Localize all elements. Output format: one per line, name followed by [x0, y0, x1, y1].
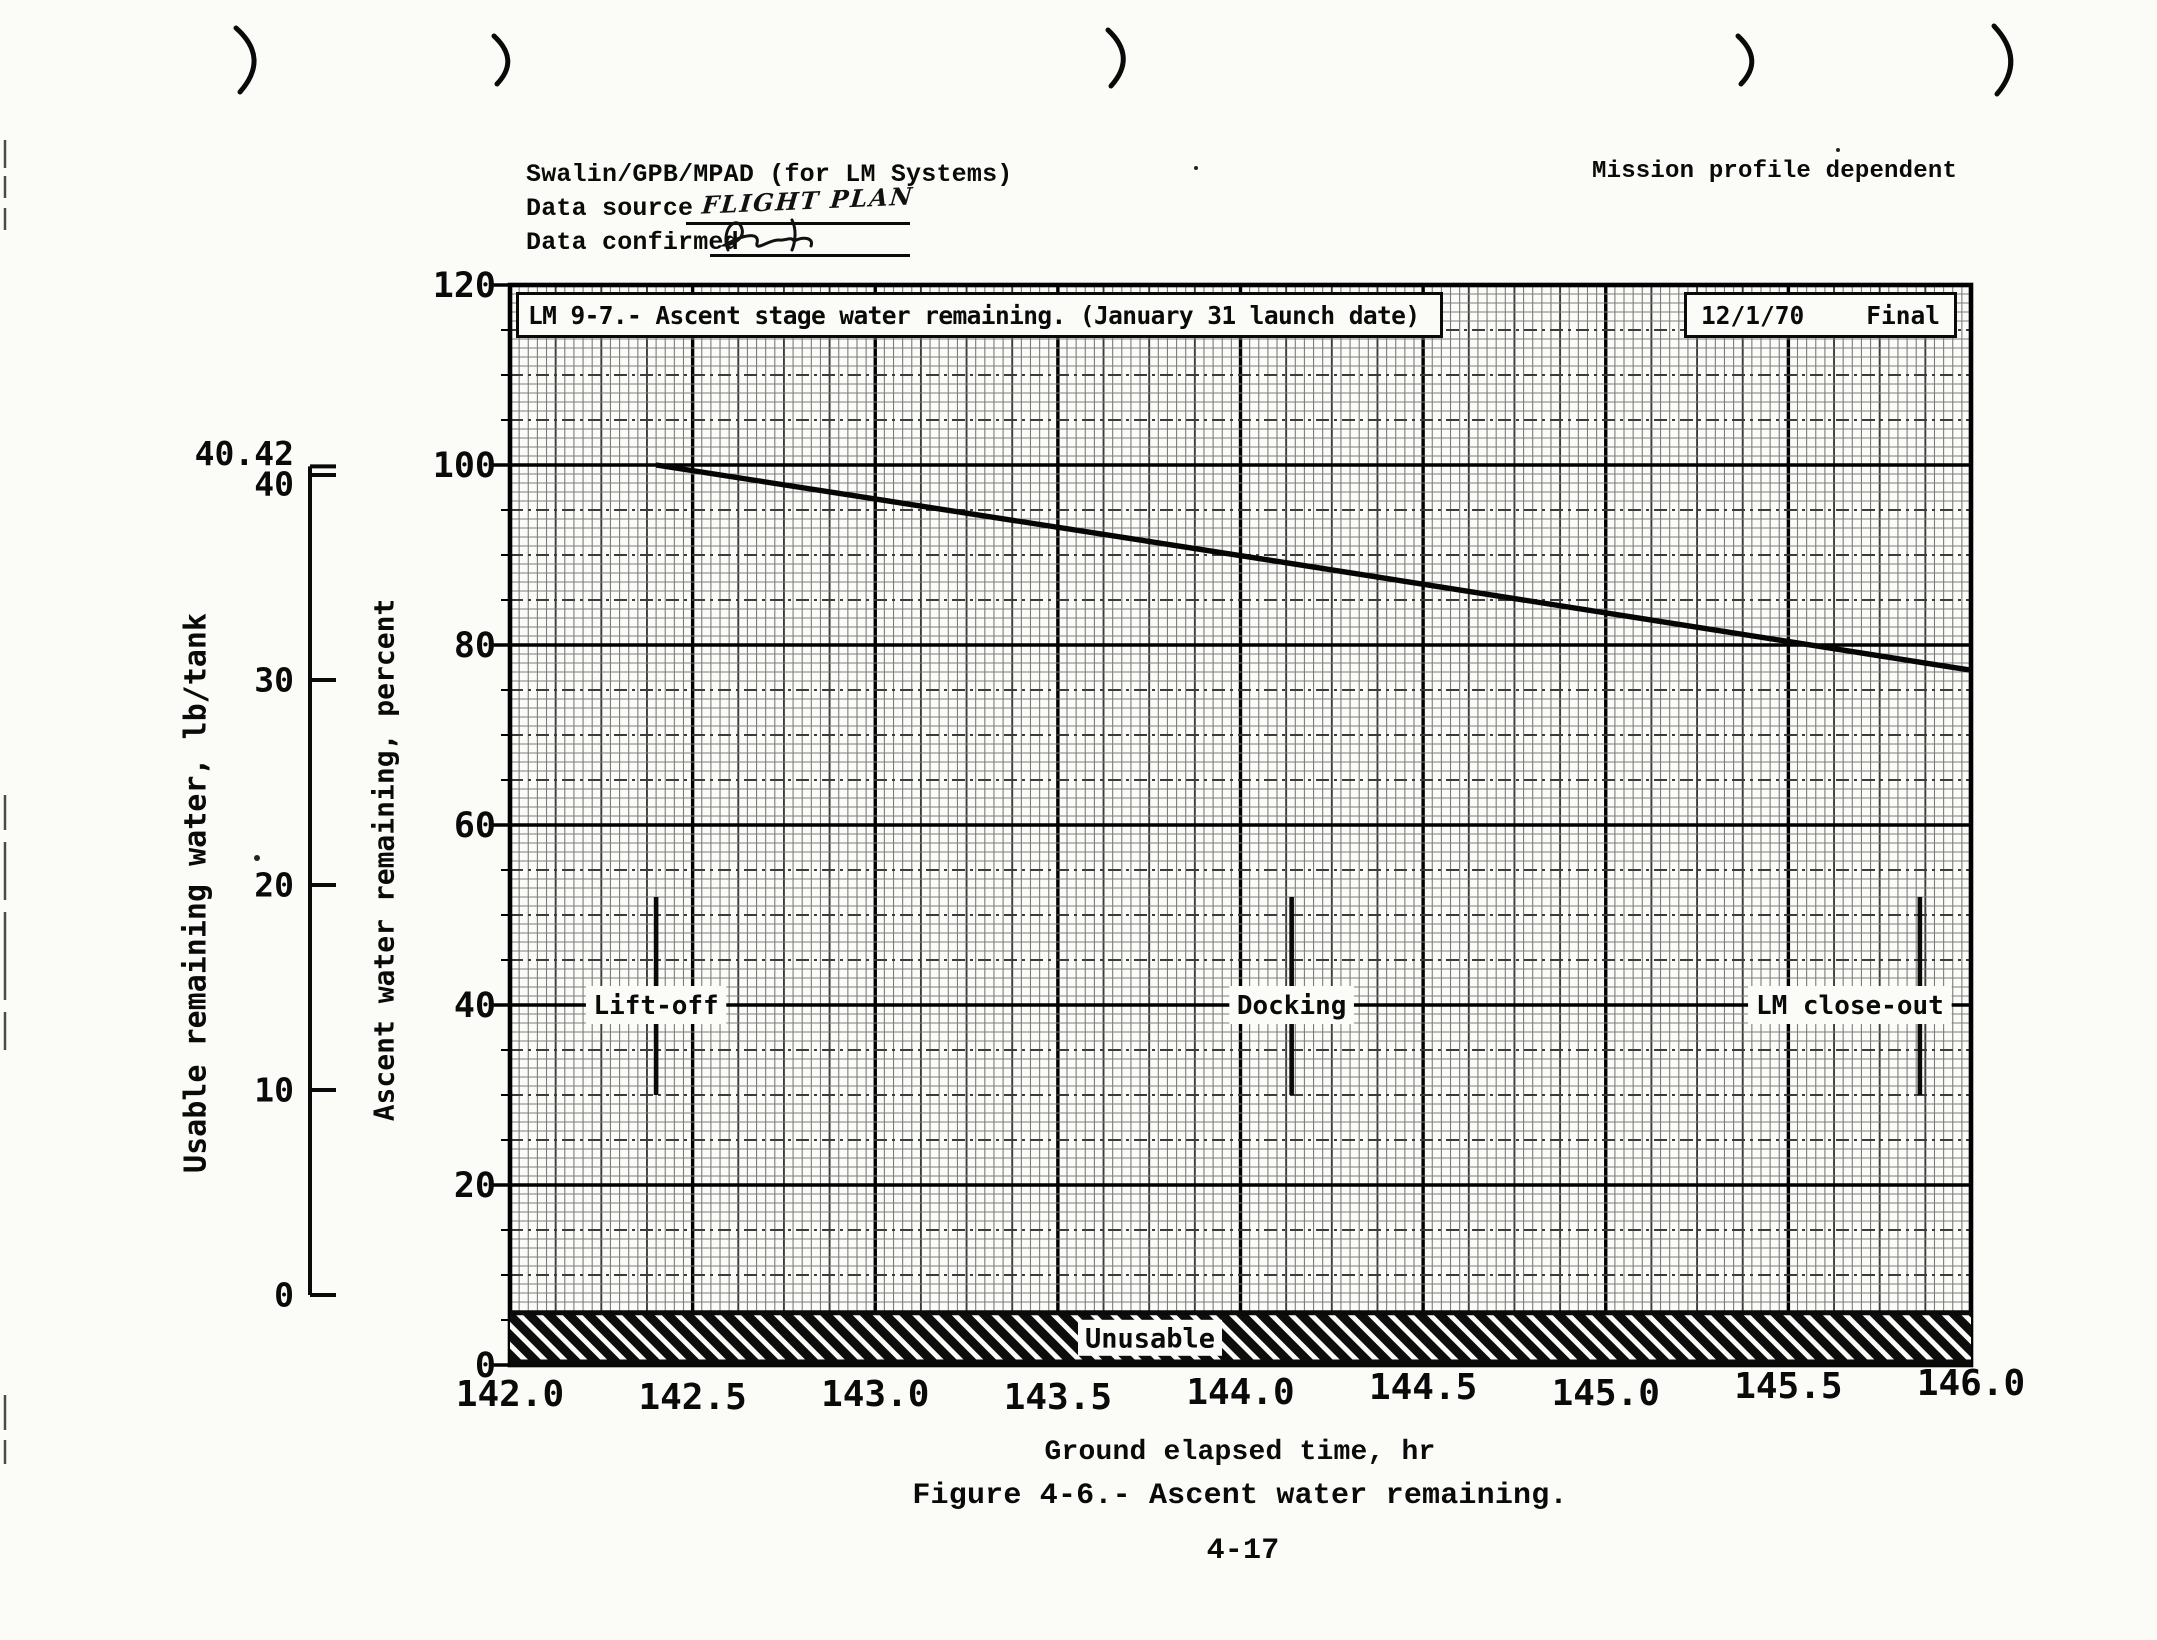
event-label: LM close-out	[1756, 991, 1944, 1021]
x-tick-label: 142.5	[638, 1377, 746, 1418]
lb-tick-label: 40	[254, 465, 294, 504]
x-tick-label: 144.0	[1186, 1372, 1294, 1413]
event-marker-lift-off: Lift-off	[585, 897, 727, 1095]
y-tick-label: 20	[454, 1166, 496, 1206]
chart-date-box: 12/1/70 Final	[1684, 292, 1957, 338]
x-tick-label: 144.5	[1369, 1367, 1477, 1408]
data-source-label: Data source	[526, 194, 694, 223]
y-tick-label: 100	[433, 446, 496, 486]
data-confirmed-label: Data confirmed	[526, 228, 739, 257]
chart-status: Final	[1866, 300, 1940, 330]
data-confirmed-underline	[710, 254, 910, 257]
x-axis-title: Ground elapsed time, hr	[1044, 1437, 1436, 1468]
y-axis-title-percent: Ascent water remaining, percent	[367, 598, 401, 1122]
water-remaining-line	[655, 462, 1972, 673]
lb-tick-label: 0	[274, 1276, 294, 1315]
y-tick-label: 60	[454, 806, 496, 846]
scan-curve-mark	[491, 33, 511, 87]
x-tick-label: 145.0	[1552, 1373, 1660, 1414]
lb-tick-label: 30	[254, 661, 294, 700]
y-tick-label: 80	[454, 626, 496, 666]
event-label: Docking	[1237, 991, 1347, 1021]
chart-date: 12/1/70	[1701, 300, 1805, 330]
scan-artifacts	[3, 23, 2014, 1464]
page-number: 4-17	[1206, 1534, 1280, 1568]
x-tick-label: 145.5	[1734, 1366, 1842, 1407]
figure-caption: Figure 4-6.- Ascent water remaining.	[912, 1479, 1568, 1513]
x-tick-label: 146.0	[1917, 1363, 2025, 1404]
mission-note: Mission profile dependent	[1592, 158, 1958, 185]
unusable-label: Unusable	[1085, 1323, 1215, 1354]
lb-tick-label: 40.42	[195, 434, 294, 473]
event-label: Lift-off	[593, 991, 718, 1021]
y-tick-label: 120	[433, 266, 496, 306]
y-tick-label: 0	[475, 1346, 496, 1386]
chart-title-box: LM 9-7.- Ascent stage water remaining. (…	[516, 292, 1443, 338]
grid	[493, 283, 1973, 1367]
scan-curve-mark	[1735, 33, 1755, 87]
y-axis-title-lb: Usable remaining water, lb/tank	[178, 613, 214, 1173]
scan-curve-mark	[233, 25, 257, 95]
x-tick-label: 142.0	[456, 1374, 564, 1415]
chart-title: LM 9-7.- Ascent stage water remaining. (…	[528, 300, 1420, 330]
author-line: Swalin/GPB/MPAD (for LM Systems)	[526, 160, 1013, 189]
x-tick-label: 143.0	[821, 1374, 929, 1415]
event-marker-lm-close-out: LM close-out	[1748, 897, 1952, 1095]
scan-curve-mark	[1105, 27, 1126, 89]
unusable-band: Unusable	[510, 1310, 1971, 1367]
event-marker-docking: Docking	[1229, 897, 1354, 1095]
y-tick-label: 40	[454, 986, 496, 1026]
scan-curve-mark	[1991, 23, 2014, 97]
lb-tick-label: 20	[254, 866, 294, 905]
x-tick-label: 143.5	[1004, 1377, 1112, 1418]
lb-tick-label: 10	[254, 1071, 294, 1110]
data-source-underline	[686, 222, 910, 225]
signature-scribble	[719, 218, 814, 252]
